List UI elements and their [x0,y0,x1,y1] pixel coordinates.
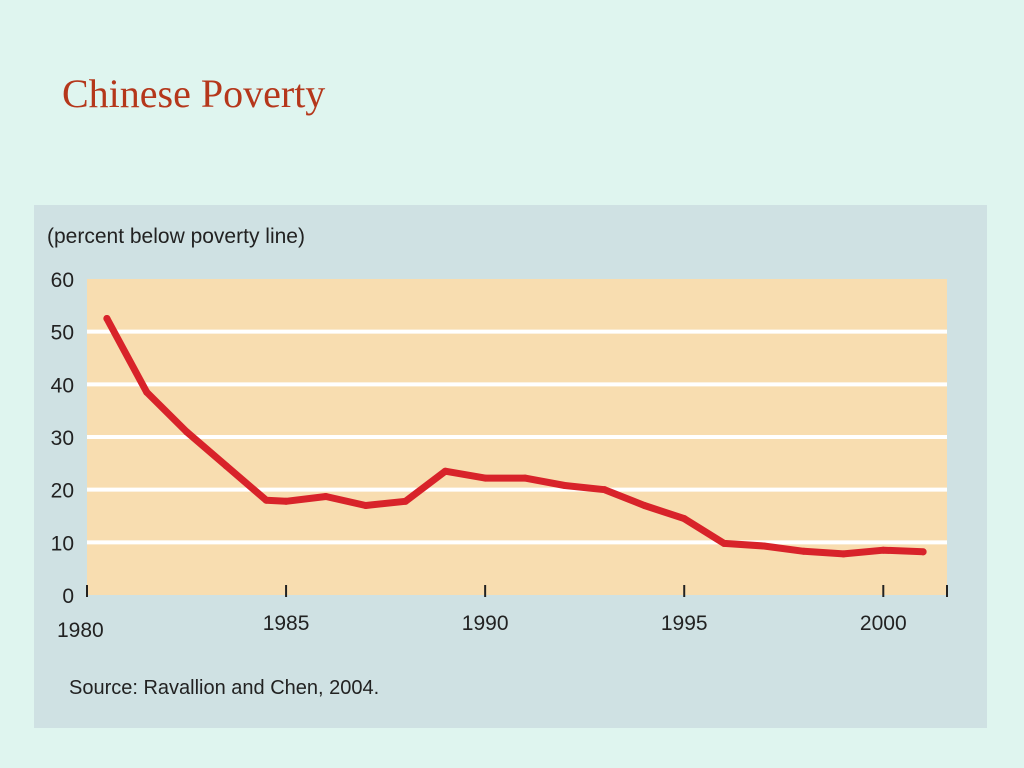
data-point [143,388,151,396]
y-tick-label: 10 [51,532,74,555]
data-point [103,315,111,322]
data-point [879,546,887,554]
data-point [322,493,330,501]
data-point [402,497,410,505]
chart-panel: (percent below poverty line) 0 10 20 30 40 50… [34,205,987,728]
y-axis-unit-label: (percent below poverty line) [47,225,305,248]
data-point [441,467,449,475]
x-tick-label: 1985 [263,612,310,635]
x-tick-label: 1980 [57,619,104,642]
data-point [601,486,609,494]
y-tick-label: 0 [62,585,74,608]
data-point [222,462,230,470]
data-point [561,481,569,489]
y-tick-label: 30 [51,427,74,450]
data-point [680,515,688,523]
source-note: Source: Ravallion and Chen, 2004. [69,677,380,699]
data-point [282,497,290,505]
data-point [183,428,191,436]
data-point [800,547,808,555]
data-point [481,474,489,482]
series-line [103,315,927,558]
x-tick-label: 1990 [462,612,509,635]
x-tick-label: 2000 [860,612,907,635]
y-tick-label: 20 [51,480,74,503]
data-point [720,539,728,547]
data-point [839,550,847,558]
data-point [262,496,270,504]
data-point [521,474,529,482]
data-point [760,542,768,550]
y-tick-label: 60 [51,269,74,292]
line-chart: 0 10 20 30 40 50 60 1980 1985 1990 1995 2000 [51,269,948,642]
x-tick-label: 1995 [661,612,708,635]
data-point [362,501,370,509]
data-point [640,501,648,509]
y-tick-label: 40 [51,374,74,397]
slide-title: Chinese Poverty [62,71,326,116]
data-point [919,548,927,556]
y-tick-label: 50 [51,322,74,345]
